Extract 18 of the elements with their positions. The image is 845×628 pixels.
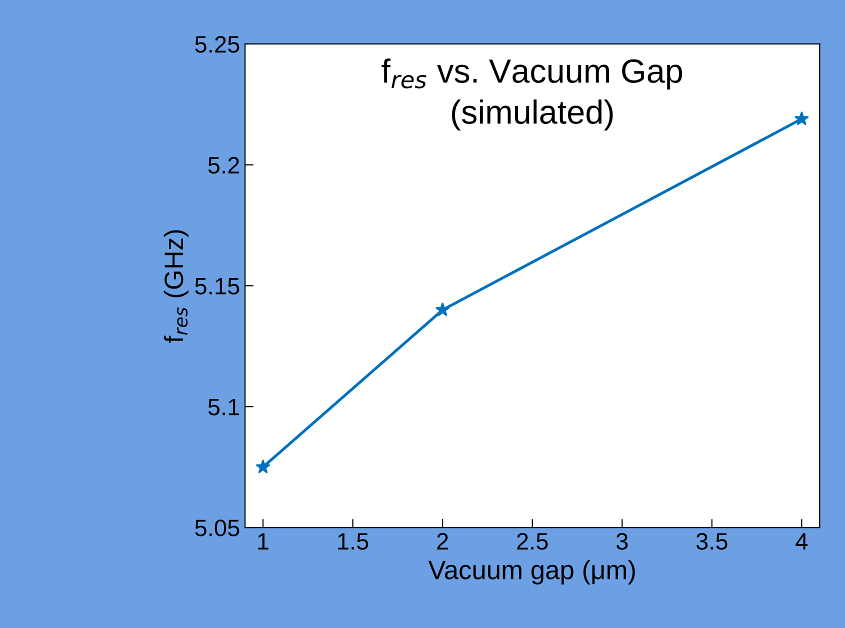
point <box>435 302 450 316</box>
x-tick-label: 2 <box>437 533 448 550</box>
x-tick-label: 1.5 <box>338 533 368 550</box>
x-tick-label: 4 <box>796 533 808 550</box>
x-axis-title: Vacuum gap (μm) <box>428 560 635 585</box>
y-tick-label: 5.2 <box>208 156 240 174</box>
point <box>794 111 809 126</box>
y-tick-label: 5.1 <box>208 398 240 416</box>
x-tick-label: 1 <box>258 533 268 550</box>
y-tick-label: 5.25 <box>195 36 240 53</box>
x-tick-label: 3 <box>616 533 628 550</box>
y-tick-label: 5.15 <box>195 278 240 295</box>
text: f$_{res}$ vs. Vacuum Gap (simulated) <box>382 58 682 131</box>
y-tick-label: 5.05 <box>195 520 240 536</box>
point <box>256 459 270 474</box>
y-axis-title: f$_{res}$ (GHz) <box>164 230 188 343</box>
x-tick-label: 2.5 <box>517 533 548 550</box>
x-tick-label: 3.5 <box>696 533 728 550</box>
